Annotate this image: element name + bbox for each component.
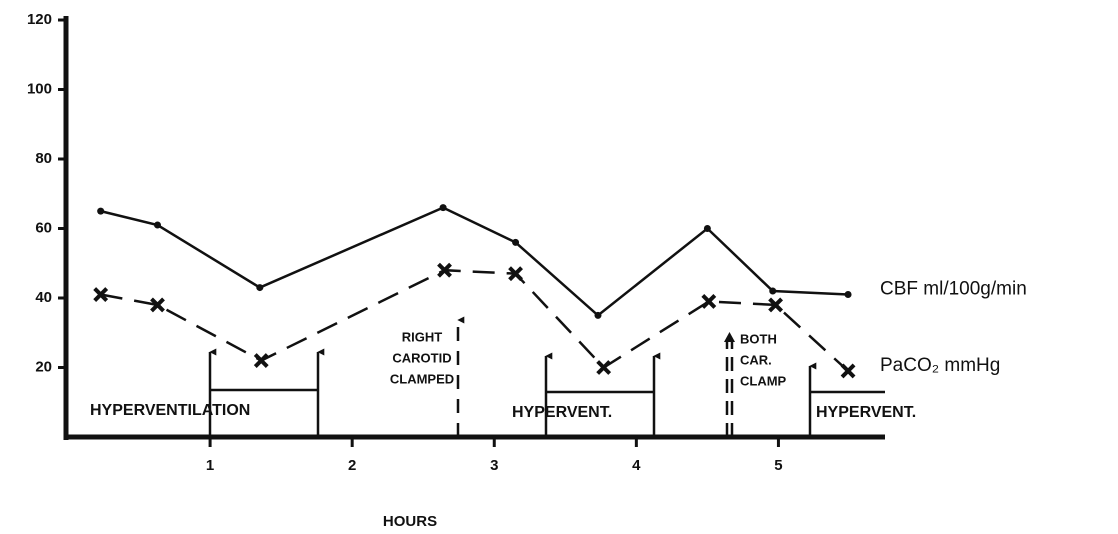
x-tick-label: 1 <box>206 457 214 474</box>
point <box>594 311 602 319</box>
y-tick-label: 20 <box>35 358 52 375</box>
point <box>253 353 269 368</box>
point <box>596 360 612 375</box>
x-tick-label: 2 <box>348 457 356 474</box>
point <box>437 262 452 278</box>
point <box>768 297 784 313</box>
annotation: HYPERVENT. <box>512 404 612 421</box>
point <box>701 294 717 309</box>
point <box>769 287 777 295</box>
x-axis-label: HOURS <box>383 513 437 530</box>
point <box>844 291 852 299</box>
annotation: RIGHT <box>402 329 443 344</box>
annotation: CLAMP <box>740 373 787 388</box>
point <box>93 287 109 302</box>
y-tick-label: 100 <box>27 80 52 97</box>
point <box>256 284 264 292</box>
point <box>439 204 447 212</box>
x-tick-label: 3 <box>490 457 498 474</box>
point <box>97 207 105 215</box>
annotation: BOTH <box>740 331 777 346</box>
point <box>840 363 856 379</box>
y-tick-label: 60 <box>35 219 52 236</box>
series-line <box>100 268 849 372</box>
point <box>508 266 523 282</box>
y-tick-label: 120 <box>27 11 52 28</box>
y-tick-label: 80 <box>35 150 52 167</box>
legend-label: CBF ml/100g/min <box>880 279 1027 300</box>
annotation: CAROTID <box>392 350 451 365</box>
legend-label: PaCO₂ mmHg <box>880 355 1000 376</box>
annotation: HYPERVENT. <box>816 404 916 421</box>
y-tick-label: 40 <box>35 289 52 306</box>
point <box>512 238 520 246</box>
x-tick-label: 4 <box>632 457 641 474</box>
x-tick-label: 5 <box>774 457 782 474</box>
event-arrows <box>208 316 885 437</box>
point <box>703 225 711 232</box>
point <box>150 297 165 313</box>
arrow-head <box>724 332 735 342</box>
annotation: CLAMPED <box>390 371 454 386</box>
annotation: CAR. <box>740 352 772 367</box>
annotation: HYPERVENTILATION <box>90 402 250 419</box>
series-line <box>100 206 849 318</box>
point <box>154 221 162 229</box>
